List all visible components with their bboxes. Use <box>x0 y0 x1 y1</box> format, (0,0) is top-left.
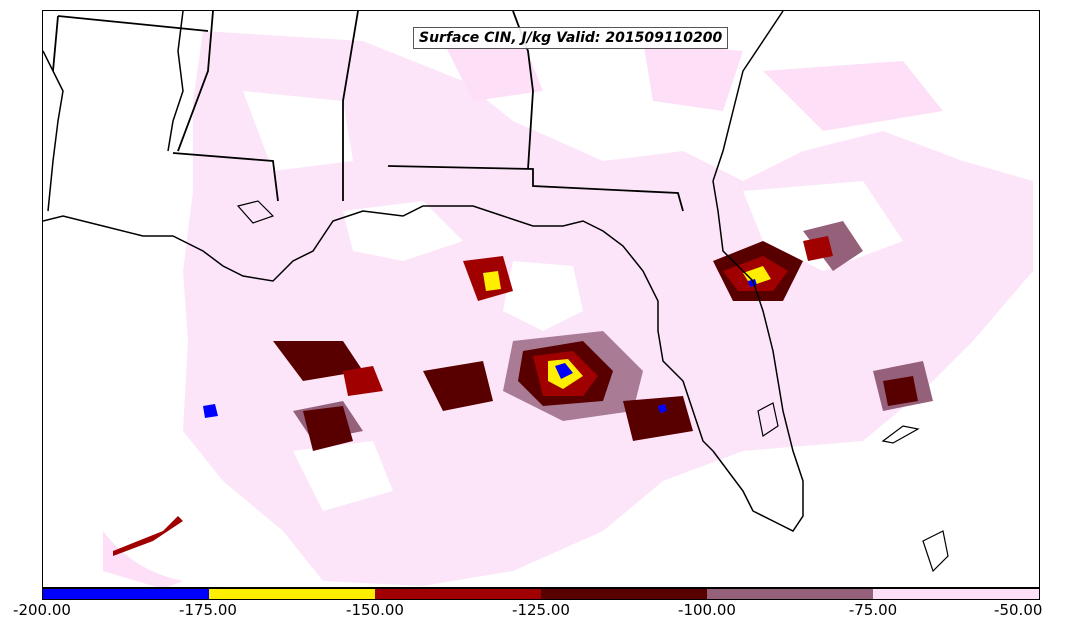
coastlines <box>43 11 804 532</box>
colorbar-tick-label: -50.00 <box>994 601 1043 619</box>
colorbar-segment-maroon <box>541 589 707 599</box>
colorbar-tick-label: -150.00 <box>346 601 404 619</box>
colorbar-tick-label: -200.00 <box>13 601 71 619</box>
colorbar-segment-pink <box>873 589 1039 599</box>
cin-field-light <box>103 31 1033 587</box>
colorbar-tick-label: -75.00 <box>848 601 898 619</box>
map-title: Surface CIN, J/kg Valid: 201509110200 <box>413 27 729 49</box>
colorbar-tick-label: -125.00 <box>512 601 570 619</box>
map-panel: Surface CIN, J/kg Valid: 201509110200 <box>42 10 1040 588</box>
colorbar <box>42 588 1040 600</box>
colorbar-segment-red <box>375 589 541 599</box>
lake-outlines <box>236 200 949 573</box>
cin-map <box>43 11 1033 587</box>
colorbar-segment-yellow <box>209 589 375 599</box>
colorbar-tick-label: -100.00 <box>678 601 736 619</box>
cin-field-blue <box>203 279 757 418</box>
colorbar-segment-blue <box>43 589 209 599</box>
colorbar-tick-label: -175.00 <box>179 601 237 619</box>
colorbar-segment-mauve <box>707 589 873 599</box>
cin-field-yellow <box>483 266 771 389</box>
